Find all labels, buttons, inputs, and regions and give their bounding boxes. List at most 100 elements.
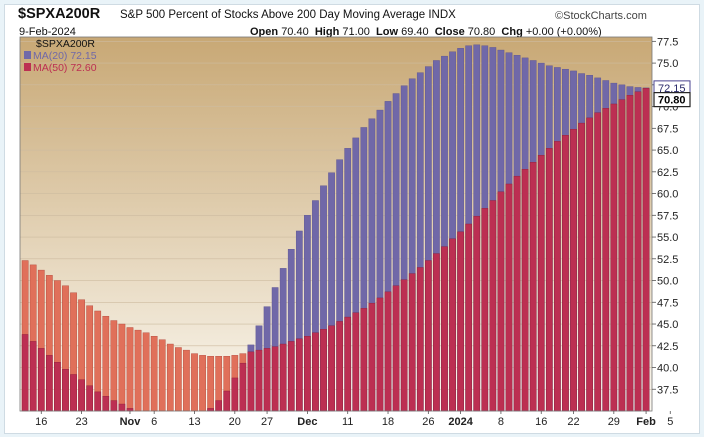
x-tick-label: 6 bbox=[151, 416, 157, 428]
close-label: Close bbox=[434, 26, 465, 38]
legend-label: MA(50) 72.60 bbox=[33, 62, 97, 74]
chart-date: 9-Feb-2024 bbox=[19, 26, 76, 38]
ma50-bar bbox=[570, 128, 577, 412]
ma50-bar bbox=[183, 349, 190, 412]
ma50-bar bbox=[433, 253, 440, 412]
ma50-bar bbox=[247, 351, 255, 412]
y-tick-label: 67.5 bbox=[657, 123, 678, 135]
ma50-bar bbox=[602, 108, 610, 412]
legend-label: MA(20) 72.15 bbox=[33, 50, 97, 62]
y-tick-label: 42.5 bbox=[657, 341, 678, 353]
ma50-bar bbox=[473, 215, 481, 412]
ma50-bar bbox=[142, 332, 150, 412]
ma50-bar bbox=[408, 273, 416, 412]
ma20-bar bbox=[37, 348, 45, 412]
ma20-bar bbox=[54, 362, 61, 412]
ma50-bar bbox=[513, 175, 521, 412]
ma20-bar bbox=[223, 390, 231, 412]
x-tick-label: 26 bbox=[422, 416, 434, 428]
x-tick-label: 27 bbox=[261, 416, 273, 428]
x-tick-label: Nov bbox=[120, 416, 142, 428]
ma20-bar bbox=[102, 396, 110, 412]
ma50-bar bbox=[529, 162, 537, 412]
x-tick-label: 2024 bbox=[448, 416, 473, 428]
y-tick-label: 40.0 bbox=[657, 363, 678, 375]
price-tag-label: 72.15 bbox=[658, 83, 686, 95]
ma50-bar bbox=[578, 122, 585, 412]
ma50-bar bbox=[449, 238, 456, 412]
x-tick-label: Dec bbox=[297, 416, 317, 428]
open-value: 70.40 bbox=[281, 26, 309, 38]
y-tick-label: 52.5 bbox=[657, 254, 678, 266]
x-tick-label: 8 bbox=[498, 416, 504, 428]
ma50-bar bbox=[497, 191, 505, 412]
ma20-bar bbox=[215, 400, 223, 412]
ma50-bar bbox=[545, 148, 553, 412]
low-value: 69.40 bbox=[401, 26, 429, 38]
ma50-bar bbox=[207, 356, 214, 412]
ma20-bar bbox=[231, 377, 239, 412]
ma50-bar bbox=[384, 291, 392, 412]
ma50-bar bbox=[481, 208, 489, 412]
ma50-bar bbox=[175, 347, 182, 412]
y-tick-label: 57.5 bbox=[657, 210, 678, 222]
y-tick-label: 75.0 bbox=[657, 58, 678, 70]
price-tag-label: 70.80 bbox=[658, 95, 686, 107]
ma20-bar bbox=[118, 403, 126, 412]
ma50-bar bbox=[110, 320, 118, 412]
ma50-bar bbox=[368, 302, 376, 412]
ma50-bar bbox=[521, 169, 529, 412]
brand-watermark[interactable]: ©StockCharts.com bbox=[555, 10, 647, 22]
ma50-bar bbox=[312, 332, 319, 412]
plot-border bbox=[19, 36, 653, 412]
ma20-bar bbox=[78, 379, 85, 412]
ma50-bar bbox=[562, 135, 569, 412]
x-tick-label: 23 bbox=[75, 416, 87, 428]
ma20-bar bbox=[29, 341, 37, 412]
ma50-bar bbox=[416, 267, 424, 412]
low-label: Low bbox=[376, 26, 399, 38]
ma50-bar bbox=[336, 321, 343, 412]
ma50-bar bbox=[618, 99, 626, 412]
exchange-label: INDX bbox=[428, 9, 456, 21]
legend-label: $SPXA200R bbox=[36, 38, 95, 50]
ma50-bar bbox=[295, 338, 303, 412]
ma50-bar bbox=[150, 336, 158, 412]
ma50-bar bbox=[134, 329, 142, 412]
ma50-bar bbox=[554, 141, 561, 412]
ma50-bar bbox=[320, 329, 327, 412]
price-tag-box bbox=[653, 92, 691, 108]
ohlc-readout: Open 70.40 High 71.00 Low 69.40 Close 70… bbox=[250, 26, 602, 38]
ma50-bar bbox=[489, 200, 497, 412]
ma50-bar bbox=[465, 223, 473, 412]
open-label: Open bbox=[250, 26, 279, 38]
ticker-symbol: $SPXA200R bbox=[18, 6, 101, 22]
ma50-bar bbox=[158, 339, 166, 412]
y-tick-label: 47.5 bbox=[657, 297, 678, 309]
chart-description: S&P 500 Percent of Stocks Above 200 Day … bbox=[120, 9, 456, 21]
ma50-bar bbox=[328, 325, 335, 412]
ma50-bar bbox=[126, 327, 134, 412]
y-tick-label: 55.0 bbox=[657, 232, 678, 244]
ma50-bar bbox=[255, 349, 263, 412]
x-tick-label: 5 bbox=[667, 416, 673, 428]
ma50-bar bbox=[360, 308, 368, 412]
ma50-bar bbox=[586, 117, 593, 412]
ma50-bar bbox=[279, 343, 287, 412]
ma50-bar bbox=[594, 112, 602, 412]
ma20-bar bbox=[62, 369, 69, 412]
ma50-bar bbox=[626, 95, 634, 412]
y-tick-label: 37.5 bbox=[657, 384, 678, 396]
high-label: High bbox=[314, 26, 340, 38]
x-tick-label: Feb bbox=[636, 416, 656, 428]
ma20-bar bbox=[70, 374, 77, 412]
x-tick-label: 22 bbox=[567, 416, 579, 428]
ma50-bar bbox=[304, 336, 311, 412]
ma20-bar bbox=[110, 400, 118, 412]
legend-swatch bbox=[24, 63, 31, 71]
y-tick-label: 77.5 bbox=[657, 36, 678, 48]
ma50-bar bbox=[352, 312, 360, 412]
chg-label: Chg bbox=[501, 26, 523, 38]
x-tick-label: 13 bbox=[188, 416, 200, 428]
